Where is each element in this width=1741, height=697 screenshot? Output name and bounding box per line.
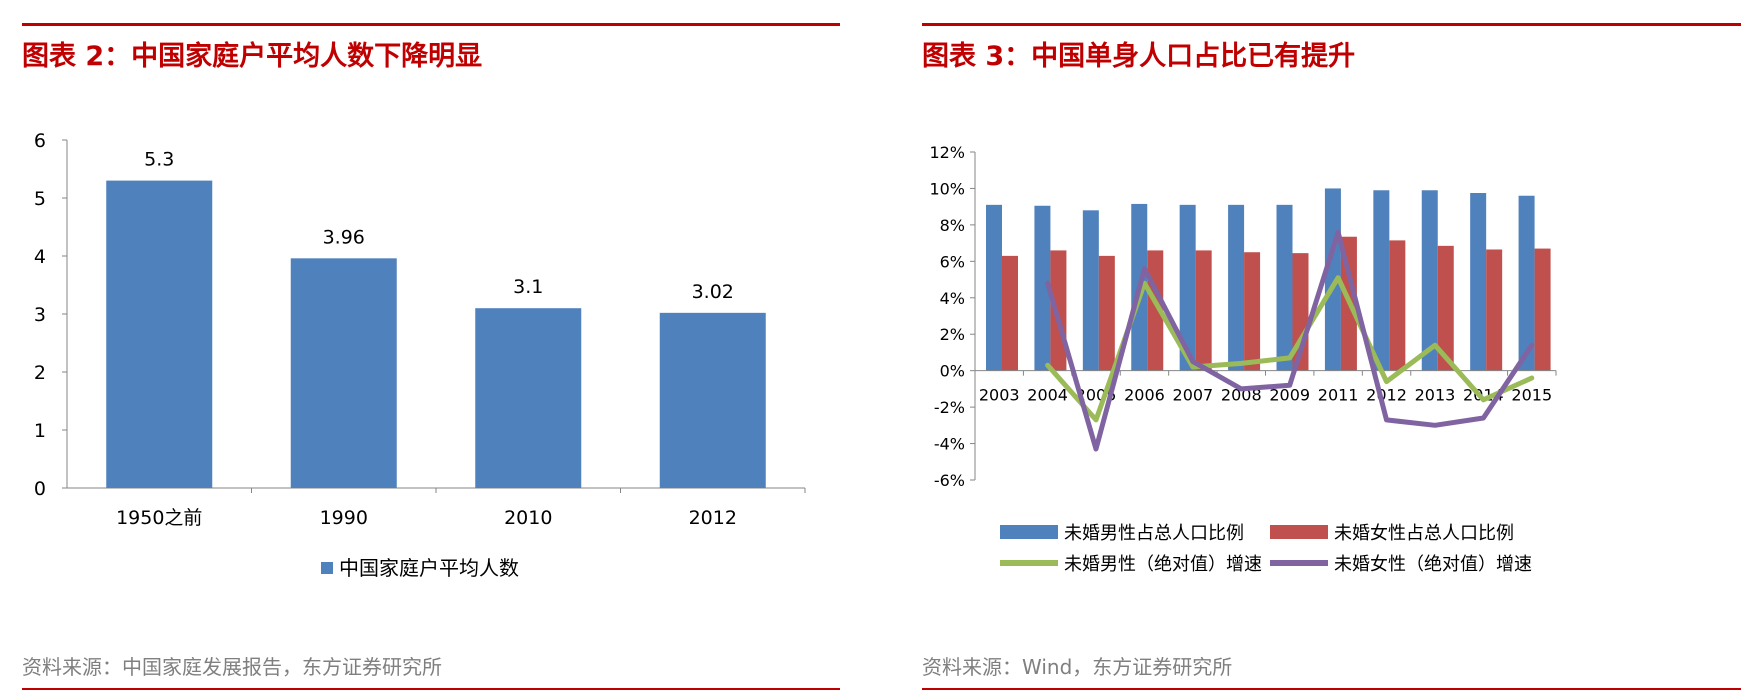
bar-male	[1373, 190, 1390, 371]
y-tick-label: 4	[34, 246, 46, 268]
title-rule	[922, 23, 1741, 26]
bar-male	[1276, 204, 1293, 371]
y-tick-label: 8%	[940, 216, 965, 235]
single-population-chart: 12%10%8%6%4%2%0%-2%-4%-6%2003 2004 2005 200…	[929, 143, 1557, 575]
data-label: 5.3	[144, 149, 174, 171]
y-tick-label: -2%	[934, 398, 965, 417]
bar-male	[1518, 195, 1535, 371]
x-tick-label: 2003	[979, 386, 1020, 405]
source-note: 资料来源：中国家庭发展报告，东方证券研究所	[22, 655, 442, 679]
bar-male	[1179, 204, 1196, 371]
x-tick-label: 2004	[1027, 386, 1068, 405]
legend-male-ratio-swatch	[1000, 525, 1058, 539]
legend-label: 中国家庭户平均人数	[339, 556, 519, 580]
x-tick-label: 2011	[1318, 386, 1359, 405]
x-tick-label: 2006	[1124, 386, 1165, 405]
legend-female-ratio-swatch	[1270, 525, 1328, 539]
footer-rule	[922, 688, 1741, 690]
line-female-growth	[1045, 229, 1535, 452]
x-tick-label: 2012	[689, 507, 737, 529]
bar-female	[1389, 240, 1406, 371]
panel-household-size: 图表 2：中国家庭户平均人数下降明显 0 1 2 3 4 5 6 5.3 1950之前 3.96 1…	[0, 0, 840, 697]
bar-male	[1082, 210, 1099, 371]
figure-title: 图表 3：中国单身人口占比已有提升	[922, 41, 1356, 72]
bar-female	[1486, 249, 1503, 371]
bar-male	[1470, 193, 1487, 371]
panel-single-population: 图表 3：中国单身人口占比已有提升 12% 10% 8% 6% 4% 2% 0% -2% -4%…	[900, 0, 1741, 697]
footer-rule	[22, 688, 840, 690]
bar	[290, 258, 397, 488]
y-tick-label: 4%	[940, 289, 965, 308]
bar-female	[1437, 245, 1454, 371]
y-tick-label: 2%	[940, 325, 965, 344]
bar	[475, 308, 582, 488]
x-tick-label: 2010	[504, 507, 552, 529]
y-tick-label: 3	[34, 304, 46, 326]
bar-male	[1034, 205, 1051, 371]
y-tick-label: -4%	[934, 435, 965, 454]
y-tick-label: 6%	[940, 252, 965, 271]
data-label: 3.96	[323, 226, 365, 248]
bar-female	[1195, 250, 1212, 371]
bar-male	[1228, 204, 1245, 371]
y-tick-label: 6	[34, 130, 46, 152]
y-tick-label: 1	[34, 420, 46, 442]
y-tick-label: 12%	[929, 143, 965, 162]
bar-female	[1050, 250, 1067, 371]
legend-female-growth-label: 未婚女性（绝对值）增速	[1334, 554, 1532, 575]
title-rule	[22, 23, 840, 26]
x-tick-label: 2015	[1511, 386, 1552, 405]
legend-swatch	[321, 562, 333, 574]
bar-female	[1534, 248, 1551, 371]
bar-female	[1244, 252, 1261, 371]
x-tick-label: 1990	[320, 507, 368, 529]
source-note: 资料来源：Wind，东方证券研究所	[922, 655, 1233, 679]
y-tick-label: 0	[34, 478, 46, 500]
figure-title: 图表 2：中国家庭户平均人数下降明显	[22, 41, 483, 72]
x-tick-label: 2007	[1173, 386, 1214, 405]
legend-male-ratio-label: 未婚男性占总人口比例	[1064, 523, 1244, 544]
y-tick-label: 10%	[929, 179, 965, 198]
legend-male-growth-label: 未婚男性（绝对值）增速	[1064, 554, 1262, 575]
bar-male	[1421, 190, 1438, 371]
bar	[106, 180, 213, 488]
bar-female	[1098, 255, 1115, 371]
y-tick-label: 0%	[940, 362, 965, 381]
y-tick-label: -6%	[934, 471, 965, 490]
y-tick-label: 2	[34, 362, 46, 384]
x-tick-label: 2009	[1269, 386, 1310, 405]
data-label: 3.1	[513, 276, 543, 298]
x-tick-label: 2012	[1366, 386, 1407, 405]
legend-female-ratio-label: 未婚女性占总人口比例	[1334, 523, 1514, 544]
x-tick-label: 2013	[1415, 386, 1456, 405]
household-size-chart: 0 1 2 3 4 5 6 5.3 1950之前 3.96 1990 3.1 2010 3.02 2012 中…	[34, 130, 806, 580]
x-tick-label: 1950之前	[116, 507, 202, 529]
bar-male	[986, 204, 1002, 371]
bar-female	[1002, 255, 1018, 371]
bar	[659, 312, 766, 488]
y-tick-label: 5	[34, 188, 46, 210]
data-label: 3.02	[692, 281, 734, 303]
